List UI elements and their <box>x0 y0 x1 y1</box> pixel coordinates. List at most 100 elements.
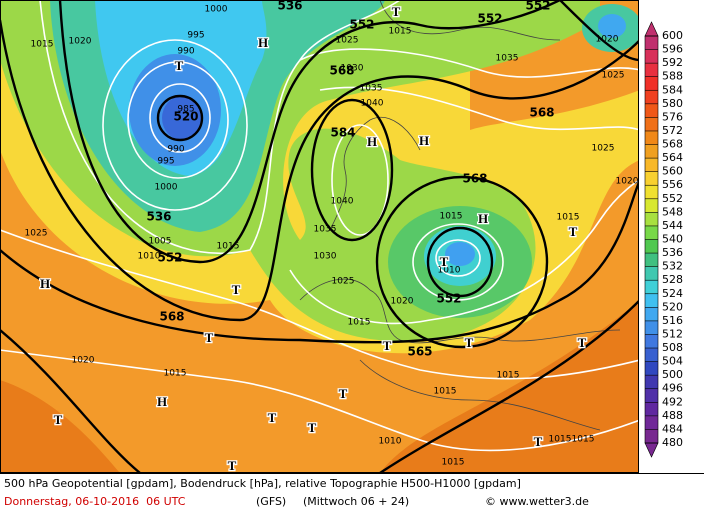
pressure-label: 1000 <box>155 183 178 193</box>
field-blue <box>598 14 626 38</box>
scale-tick-label: 592 <box>662 56 683 69</box>
scale-tick-label: 588 <box>662 70 683 83</box>
color-segment <box>645 334 658 349</box>
scale-tick-label: 572 <box>662 124 683 137</box>
pressure-label: 1000 <box>205 5 228 15</box>
pressure-label: 1015 <box>164 369 187 379</box>
color-segment <box>645 253 658 267</box>
scale-tick-label: 576 <box>662 110 683 123</box>
color-segment <box>645 90 658 104</box>
pressure-label: 1010 <box>438 266 461 276</box>
color-segment <box>645 266 658 281</box>
geopotential-label: 568 <box>529 106 554 120</box>
color-segment <box>645 63 658 77</box>
color-segment <box>645 198 658 213</box>
pressure-center: T <box>205 330 214 345</box>
field-dark-blue <box>162 96 202 140</box>
pressure-label: 995 <box>187 31 204 41</box>
pressure-label: 1015 <box>557 213 580 223</box>
pressure-label: 1030 <box>314 252 337 262</box>
scale-tick-label: 504 <box>662 355 683 368</box>
pressure-label: 1025 <box>592 144 615 154</box>
pressure-label: 1040 <box>361 99 384 109</box>
color-segment <box>645 375 658 389</box>
pressure-center: T <box>465 335 474 350</box>
scale-tick-label: 492 <box>662 395 683 408</box>
isobars <box>0 0 639 452</box>
map-labels: 536 552 552 552 568 568 584 568 520 536 552 568 552 5… <box>25 0 639 474</box>
geopotential-label: 552 <box>349 18 374 32</box>
caption-date: Donnerstag, 06-10-2016 06 UTC <box>4 495 186 508</box>
pressure-center: T <box>392 4 401 19</box>
color-segment <box>645 280 658 294</box>
pressure-label: 1030 <box>341 64 364 74</box>
scale-tick-label: 508 <box>662 341 683 354</box>
color-segment <box>645 144 658 159</box>
scale-tick-label: 544 <box>662 219 683 232</box>
pressure-label: 1015 <box>217 242 240 252</box>
pressure-center: T <box>569 224 578 239</box>
color-segment <box>645 225 658 240</box>
geopotential-label: 552 <box>157 251 182 265</box>
pressure-center: T <box>308 420 317 435</box>
pressure-label: 1020 <box>596 35 619 45</box>
pressure-label: 1015 <box>434 387 457 397</box>
scale-tick-label: 512 <box>662 327 683 340</box>
pressure-center: H <box>258 35 268 50</box>
pressure-label: 1035 <box>496 54 519 64</box>
map-frame <box>0 0 639 473</box>
pressure-label: 990 <box>167 145 184 155</box>
geopotential-label: 584 <box>330 126 355 140</box>
pressure-center: T <box>383 338 392 353</box>
scale-tick-label: 488 <box>662 409 683 422</box>
color-scale: 6005965925885845805765725685645605565525… <box>644 21 683 458</box>
scale-tick-label: 584 <box>662 83 683 96</box>
pressure-center: T <box>228 458 237 473</box>
pressure-label: 1025 <box>332 277 355 287</box>
pressure-center: T <box>534 434 543 449</box>
scale-tick-label: 496 <box>662 382 683 395</box>
geopotential-label: 536 <box>146 210 171 224</box>
color-segment <box>645 320 658 335</box>
field-dark-orange <box>0 380 120 473</box>
scale-tick-label: 596 <box>662 43 683 56</box>
color-segment <box>645 158 658 172</box>
scale-tick-label: 484 <box>662 422 683 435</box>
scale-tick-label: 536 <box>662 246 683 259</box>
scale-tick-label: 600 <box>662 29 683 42</box>
geopotential-label: 520 <box>173 110 198 124</box>
scale-tick-label: 540 <box>662 233 683 246</box>
pressure-label: 1015 <box>31 40 54 50</box>
caption-model: (GFS) <box>256 495 286 508</box>
geopotential-label: 552 <box>525 0 550 13</box>
pressure-label: 1015 <box>442 458 465 468</box>
pressure-label: 1015 <box>348 318 371 328</box>
pressure-label: 1025 <box>336 36 359 46</box>
pressure-label: 1020 <box>616 177 639 187</box>
pressure-label: 1020 <box>391 297 414 307</box>
geopotential-label: 552 <box>477 12 502 26</box>
scale-tick-label: 568 <box>662 138 683 151</box>
pressure-label: 1015 <box>549 435 572 445</box>
geopotential-contours <box>0 0 639 473</box>
color-segment <box>645 171 658 186</box>
color-segment <box>645 103 658 118</box>
pressure-label: 1035 <box>360 84 383 94</box>
geopotential-label: 568 <box>329 64 354 78</box>
color-segment <box>645 402 658 416</box>
color-segment <box>645 36 658 50</box>
color-segment <box>645 388 658 403</box>
geopotential-label: 568 <box>159 310 184 324</box>
scale-tick-label: 532 <box>662 260 683 273</box>
geopotential-label: 565 <box>407 345 432 359</box>
scale-tick-label: 580 <box>662 97 683 110</box>
geopotential-label: 536 <box>277 0 302 13</box>
pressure-label: 1040 <box>331 197 354 207</box>
pressure-label: 1005 <box>149 237 172 247</box>
pressure-label: 985 <box>177 105 194 115</box>
pressure-label: 1015 <box>440 212 463 222</box>
pressure-center: T <box>268 410 277 425</box>
pressure-center: T <box>54 412 63 427</box>
pressure-label: 990 <box>177 47 194 57</box>
